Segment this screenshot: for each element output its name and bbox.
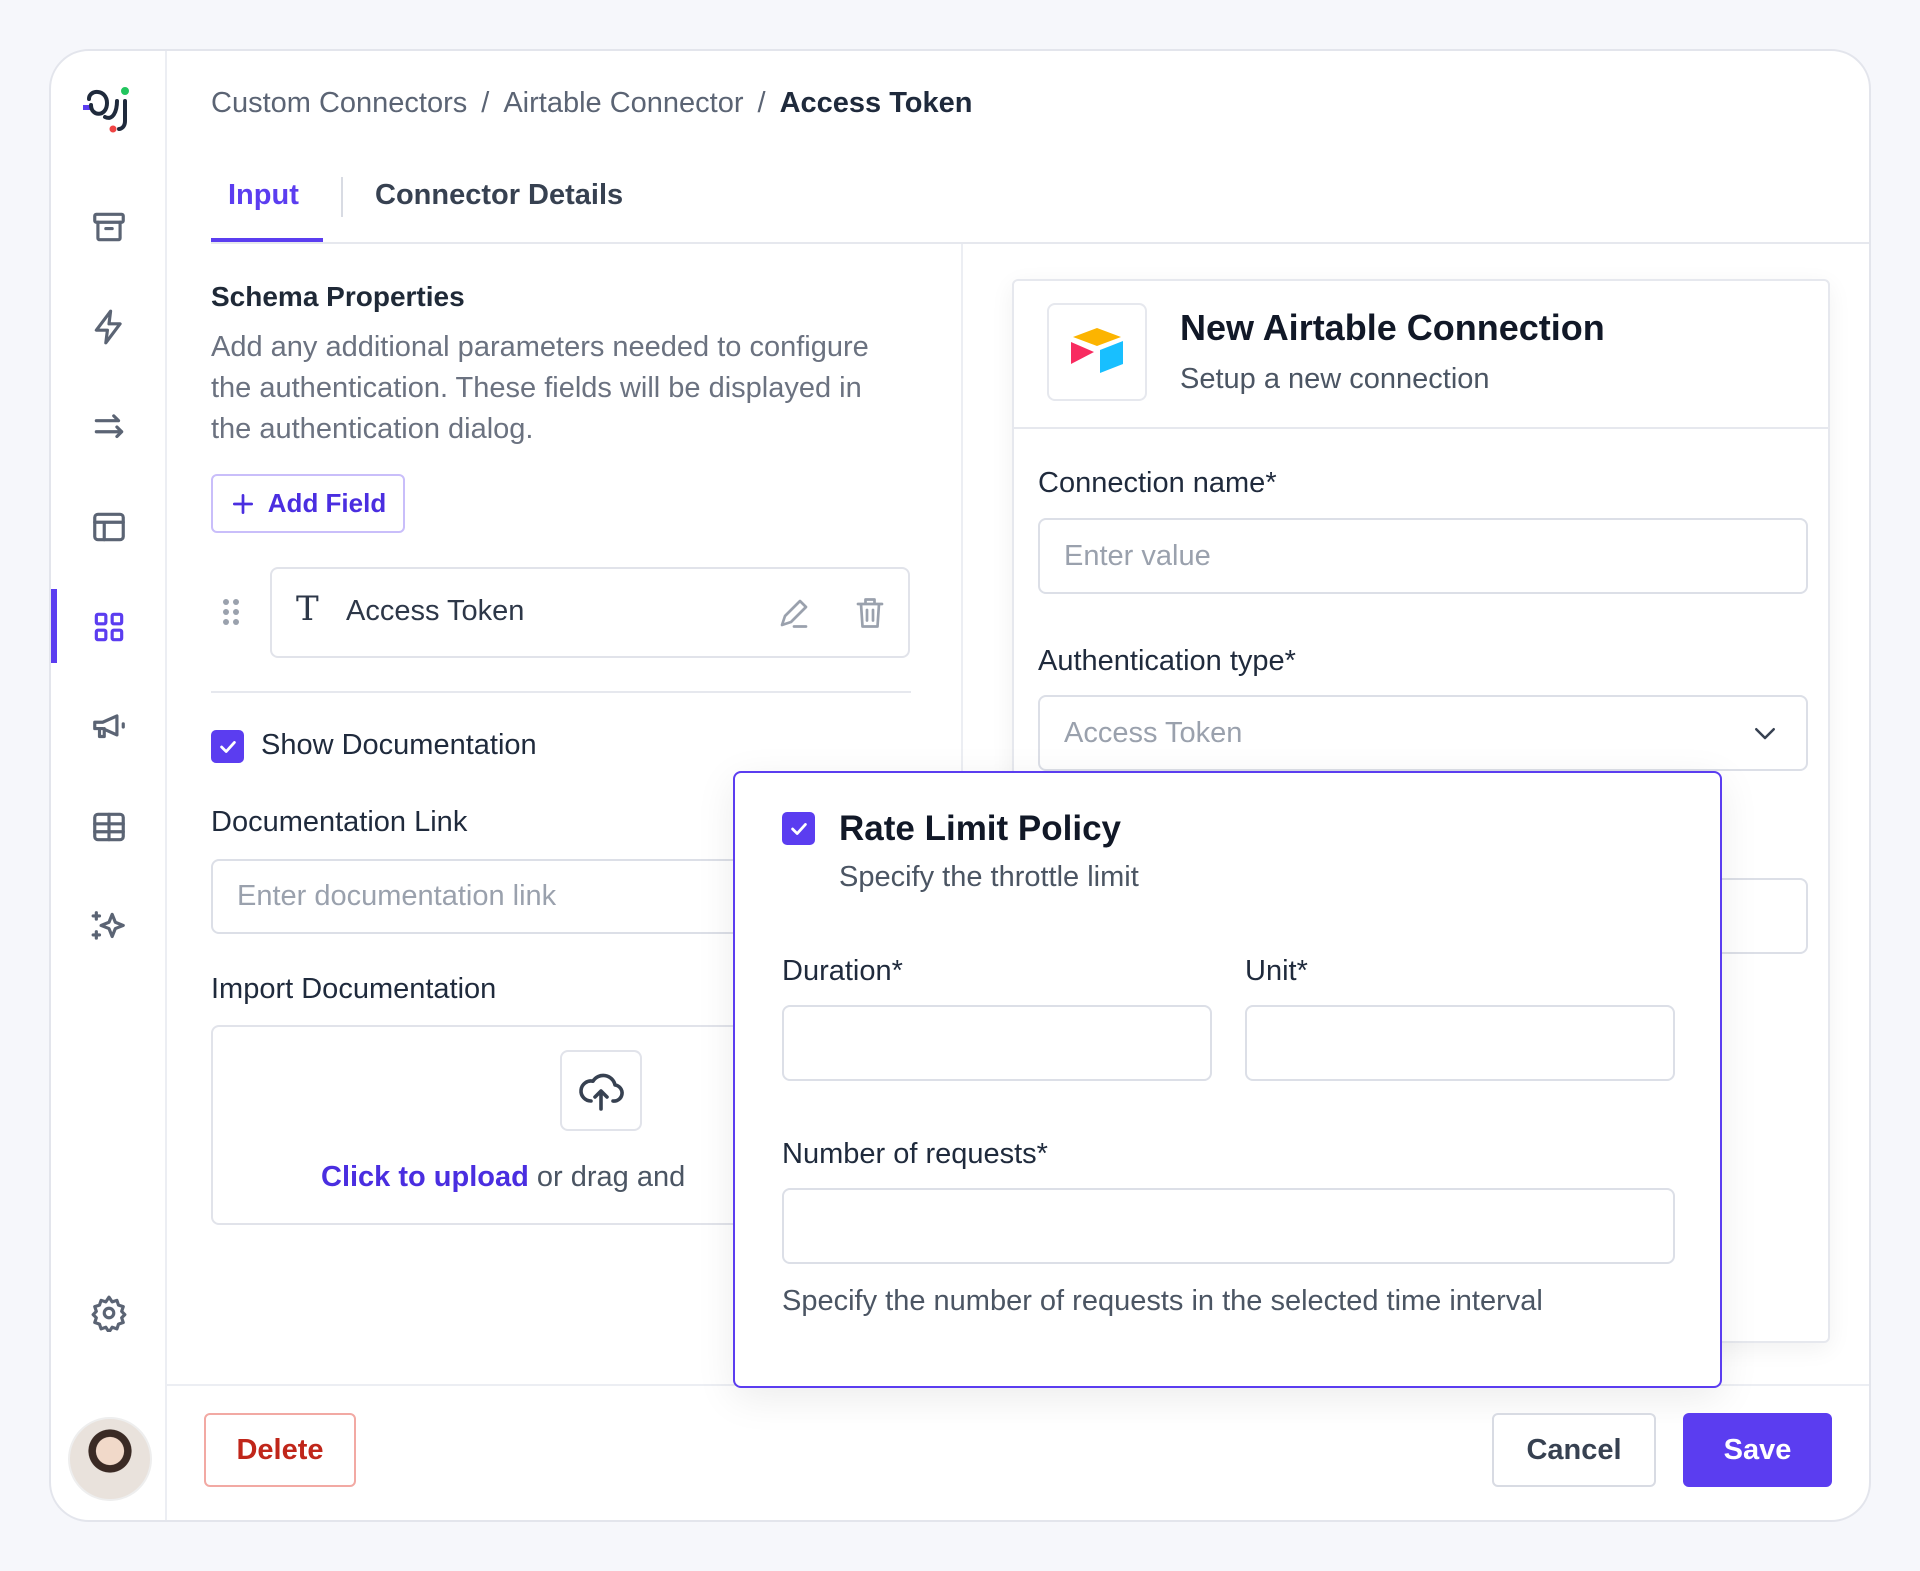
unit-input[interactable]: [1245, 1005, 1675, 1081]
number-of-requests-input[interactable]: [782, 1188, 1675, 1264]
sidebar: [51, 51, 167, 1520]
tab-divider: [211, 242, 1869, 244]
sparkles-icon[interactable]: [87, 905, 131, 949]
connection-name-label: Connection name*: [1038, 467, 1277, 499]
save-button[interactable]: Save: [1683, 1413, 1832, 1487]
trash-icon[interactable]: [852, 595, 888, 631]
table-icon[interactable]: [87, 805, 131, 849]
chevron-down-icon: [1755, 728, 1775, 740]
breadcrumb-airtable-connector[interactable]: Airtable Connector: [503, 87, 744, 119]
connection-subtitle: Setup a new connection: [1180, 363, 1490, 395]
add-field-label: Add Field: [267, 488, 387, 518]
number-of-requests-help: Specify the number of requests in the se…: [782, 1285, 1543, 1317]
megaphone-icon[interactable]: [87, 705, 131, 749]
delete-button[interactable]: Delete: [204, 1413, 356, 1487]
number-of-requests-label: Number of requests*: [782, 1138, 1048, 1170]
tab-underline: [211, 238, 323, 242]
connection-name-input[interactable]: Enter value: [1038, 518, 1808, 594]
card-header-divider: [1014, 427, 1828, 429]
upload-dropzone[interactable]: Click to upload or drag and: [211, 1025, 911, 1225]
duration-input[interactable]: [782, 1005, 1212, 1081]
authentication-type-label: Authentication type*: [1038, 645, 1296, 677]
drag-handle-icon[interactable]: [221, 597, 241, 627]
layout-icon[interactable]: [87, 505, 131, 549]
connection-name-placeholder: Enter value: [1064, 539, 1211, 572]
tab-separator: [341, 177, 343, 217]
app-logo[interactable]: [79, 81, 139, 141]
show-documentation-checkbox[interactable]: [211, 730, 244, 763]
authentication-type-select[interactable]: Access Token: [1038, 695, 1808, 771]
duration-label: Duration*: [782, 955, 903, 987]
rate-limit-title: Rate Limit Policy: [839, 809, 1122, 848]
lightning-icon[interactable]: [87, 305, 131, 349]
upload-cloud-icon: [560, 1050, 642, 1131]
archive-icon[interactable]: [87, 205, 131, 249]
active-indicator: [51, 589, 57, 663]
show-documentation-label: Show Documentation: [261, 729, 537, 761]
plus-icon: [232, 493, 253, 514]
schema-description: Add any additional parameters needed to …: [211, 331, 869, 445]
upload-hint: or drag and: [536, 1161, 686, 1193]
field-name: Access Token: [346, 595, 525, 627]
text-type-icon: T: [296, 589, 319, 629]
documentation-link-placeholder: Enter documentation link: [237, 880, 557, 912]
breadcrumb: Custom Connectors / Airtable Connector / A…: [211, 87, 973, 119]
grid-icon[interactable]: [87, 605, 131, 649]
authentication-type-value: Access Token: [1064, 716, 1243, 749]
settings-gear-icon[interactable]: [87, 1291, 131, 1335]
check-icon: [790, 822, 807, 835]
add-field-button[interactable]: Add Field: [211, 474, 405, 533]
breadcrumb-custom-connectors[interactable]: Custom Connectors: [211, 87, 468, 119]
rate-limit-checkbox[interactable]: [782, 812, 815, 845]
tab-connector-details[interactable]: Connector Details: [375, 179, 624, 211]
airtable-logo: [1047, 303, 1147, 401]
connection-title: New Airtable Connection: [1180, 307, 1605, 348]
unit-label: Unit*: [1245, 955, 1308, 987]
click-to-upload-link[interactable]: Click to upload: [321, 1161, 529, 1193]
section-divider: [211, 691, 911, 693]
cancel-button[interactable]: Cancel: [1492, 1413, 1656, 1487]
rate-limit-subtitle: Specify the throttle limit: [839, 861, 1139, 893]
breadcrumb-current: Access Token: [779, 87, 973, 119]
schema-field-row[interactable]: T Access Token: [270, 567, 910, 658]
app-window: Custom Connectors / Airtable Connector / A…: [49, 49, 1871, 1522]
user-avatar[interactable]: [68, 1417, 152, 1501]
tab-input[interactable]: Input: [228, 179, 299, 211]
check-icon: [219, 740, 236, 753]
rate-limit-policy-panel: Rate Limit Policy Specify the throttle l…: [733, 771, 1722, 1388]
import-documentation-label: Import Documentation: [211, 973, 497, 1005]
transfer-arrows-icon[interactable]: [87, 405, 131, 449]
schema-title: Schema Properties: [211, 281, 465, 312]
edit-pencil-icon[interactable]: [776, 595, 812, 631]
documentation-link-label: Documentation Link: [211, 806, 468, 838]
